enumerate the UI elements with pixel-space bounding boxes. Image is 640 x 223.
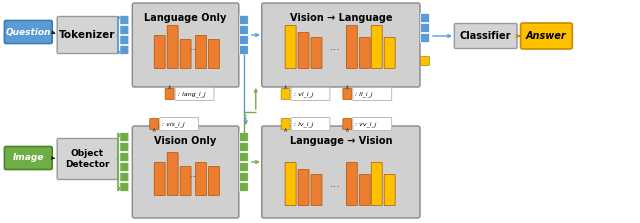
- FancyBboxPatch shape: [120, 163, 129, 171]
- FancyBboxPatch shape: [291, 118, 330, 130]
- FancyBboxPatch shape: [180, 167, 191, 196]
- FancyBboxPatch shape: [346, 25, 357, 68]
- Text: Answer: Answer: [526, 31, 567, 41]
- FancyBboxPatch shape: [239, 173, 248, 182]
- FancyBboxPatch shape: [239, 182, 248, 192]
- FancyBboxPatch shape: [132, 3, 239, 87]
- FancyBboxPatch shape: [196, 35, 207, 68]
- Text: Language → Vision: Language → Vision: [290, 136, 392, 146]
- FancyBboxPatch shape: [4, 21, 52, 43]
- FancyBboxPatch shape: [420, 56, 429, 66]
- FancyBboxPatch shape: [154, 163, 165, 196]
- Text: Language Only: Language Only: [145, 13, 227, 23]
- FancyBboxPatch shape: [359, 37, 370, 68]
- FancyBboxPatch shape: [371, 25, 382, 68]
- FancyBboxPatch shape: [285, 163, 296, 206]
- Text: ...: ...: [330, 42, 341, 52]
- FancyBboxPatch shape: [281, 89, 290, 99]
- FancyBboxPatch shape: [285, 25, 296, 68]
- FancyBboxPatch shape: [167, 153, 178, 196]
- FancyBboxPatch shape: [120, 142, 129, 151]
- Text: : vv_i_j: : vv_i_j: [355, 121, 377, 127]
- Text: : lv_i_j: : lv_i_j: [294, 121, 313, 127]
- FancyBboxPatch shape: [298, 33, 309, 68]
- Text: : lang_i_j: : lang_i_j: [178, 91, 205, 97]
- FancyBboxPatch shape: [353, 87, 392, 101]
- Text: Vision → Language: Vision → Language: [290, 13, 392, 23]
- FancyBboxPatch shape: [239, 153, 248, 161]
- FancyBboxPatch shape: [4, 147, 52, 169]
- FancyBboxPatch shape: [57, 17, 118, 54]
- Text: ...: ...: [330, 179, 341, 189]
- Text: Object
Detector: Object Detector: [65, 149, 110, 169]
- FancyBboxPatch shape: [120, 25, 129, 35]
- FancyBboxPatch shape: [262, 3, 420, 87]
- FancyBboxPatch shape: [420, 14, 429, 23]
- FancyBboxPatch shape: [239, 25, 248, 35]
- FancyBboxPatch shape: [454, 23, 517, 48]
- FancyBboxPatch shape: [120, 35, 129, 45]
- Text: Vision Only: Vision Only: [154, 136, 217, 146]
- FancyBboxPatch shape: [239, 35, 248, 45]
- FancyBboxPatch shape: [520, 23, 572, 49]
- Text: Tokenizer: Tokenizer: [60, 30, 116, 40]
- FancyBboxPatch shape: [420, 23, 429, 33]
- FancyBboxPatch shape: [150, 118, 159, 130]
- FancyBboxPatch shape: [120, 153, 129, 161]
- FancyBboxPatch shape: [311, 175, 322, 206]
- FancyBboxPatch shape: [298, 169, 309, 206]
- FancyBboxPatch shape: [175, 87, 214, 101]
- Text: ...: ...: [190, 42, 201, 52]
- Text: : vl_i_j: : vl_i_j: [294, 91, 313, 97]
- Text: ...: ...: [190, 169, 201, 179]
- Text: Classifier: Classifier: [460, 31, 511, 41]
- FancyBboxPatch shape: [239, 16, 248, 25]
- Text: : ll_i_j: : ll_i_j: [355, 91, 372, 97]
- FancyBboxPatch shape: [384, 37, 395, 68]
- FancyBboxPatch shape: [120, 182, 129, 192]
- FancyBboxPatch shape: [120, 132, 129, 142]
- Text: Image: Image: [13, 153, 44, 163]
- FancyBboxPatch shape: [154, 35, 165, 68]
- FancyBboxPatch shape: [239, 132, 248, 142]
- FancyBboxPatch shape: [167, 25, 178, 68]
- FancyBboxPatch shape: [353, 118, 392, 130]
- FancyBboxPatch shape: [160, 118, 198, 130]
- FancyBboxPatch shape: [346, 163, 357, 206]
- FancyBboxPatch shape: [57, 138, 118, 180]
- FancyBboxPatch shape: [239, 142, 248, 151]
- FancyBboxPatch shape: [180, 39, 191, 68]
- Text: : vis_i_j: : vis_i_j: [162, 121, 185, 127]
- FancyBboxPatch shape: [343, 118, 352, 130]
- FancyBboxPatch shape: [132, 126, 239, 218]
- FancyBboxPatch shape: [120, 16, 129, 25]
- FancyBboxPatch shape: [359, 175, 370, 206]
- Text: Question: Question: [6, 27, 51, 37]
- FancyBboxPatch shape: [239, 163, 248, 171]
- FancyBboxPatch shape: [209, 167, 220, 196]
- FancyBboxPatch shape: [196, 163, 207, 196]
- FancyBboxPatch shape: [281, 118, 290, 130]
- FancyBboxPatch shape: [209, 39, 220, 68]
- FancyBboxPatch shape: [384, 175, 395, 206]
- FancyBboxPatch shape: [343, 89, 352, 99]
- FancyBboxPatch shape: [371, 163, 382, 206]
- FancyBboxPatch shape: [120, 45, 129, 54]
- FancyBboxPatch shape: [311, 37, 322, 68]
- FancyBboxPatch shape: [165, 89, 174, 99]
- FancyBboxPatch shape: [120, 173, 129, 182]
- FancyBboxPatch shape: [239, 45, 248, 54]
- FancyBboxPatch shape: [262, 126, 420, 218]
- FancyBboxPatch shape: [420, 33, 429, 43]
- FancyBboxPatch shape: [291, 87, 330, 101]
